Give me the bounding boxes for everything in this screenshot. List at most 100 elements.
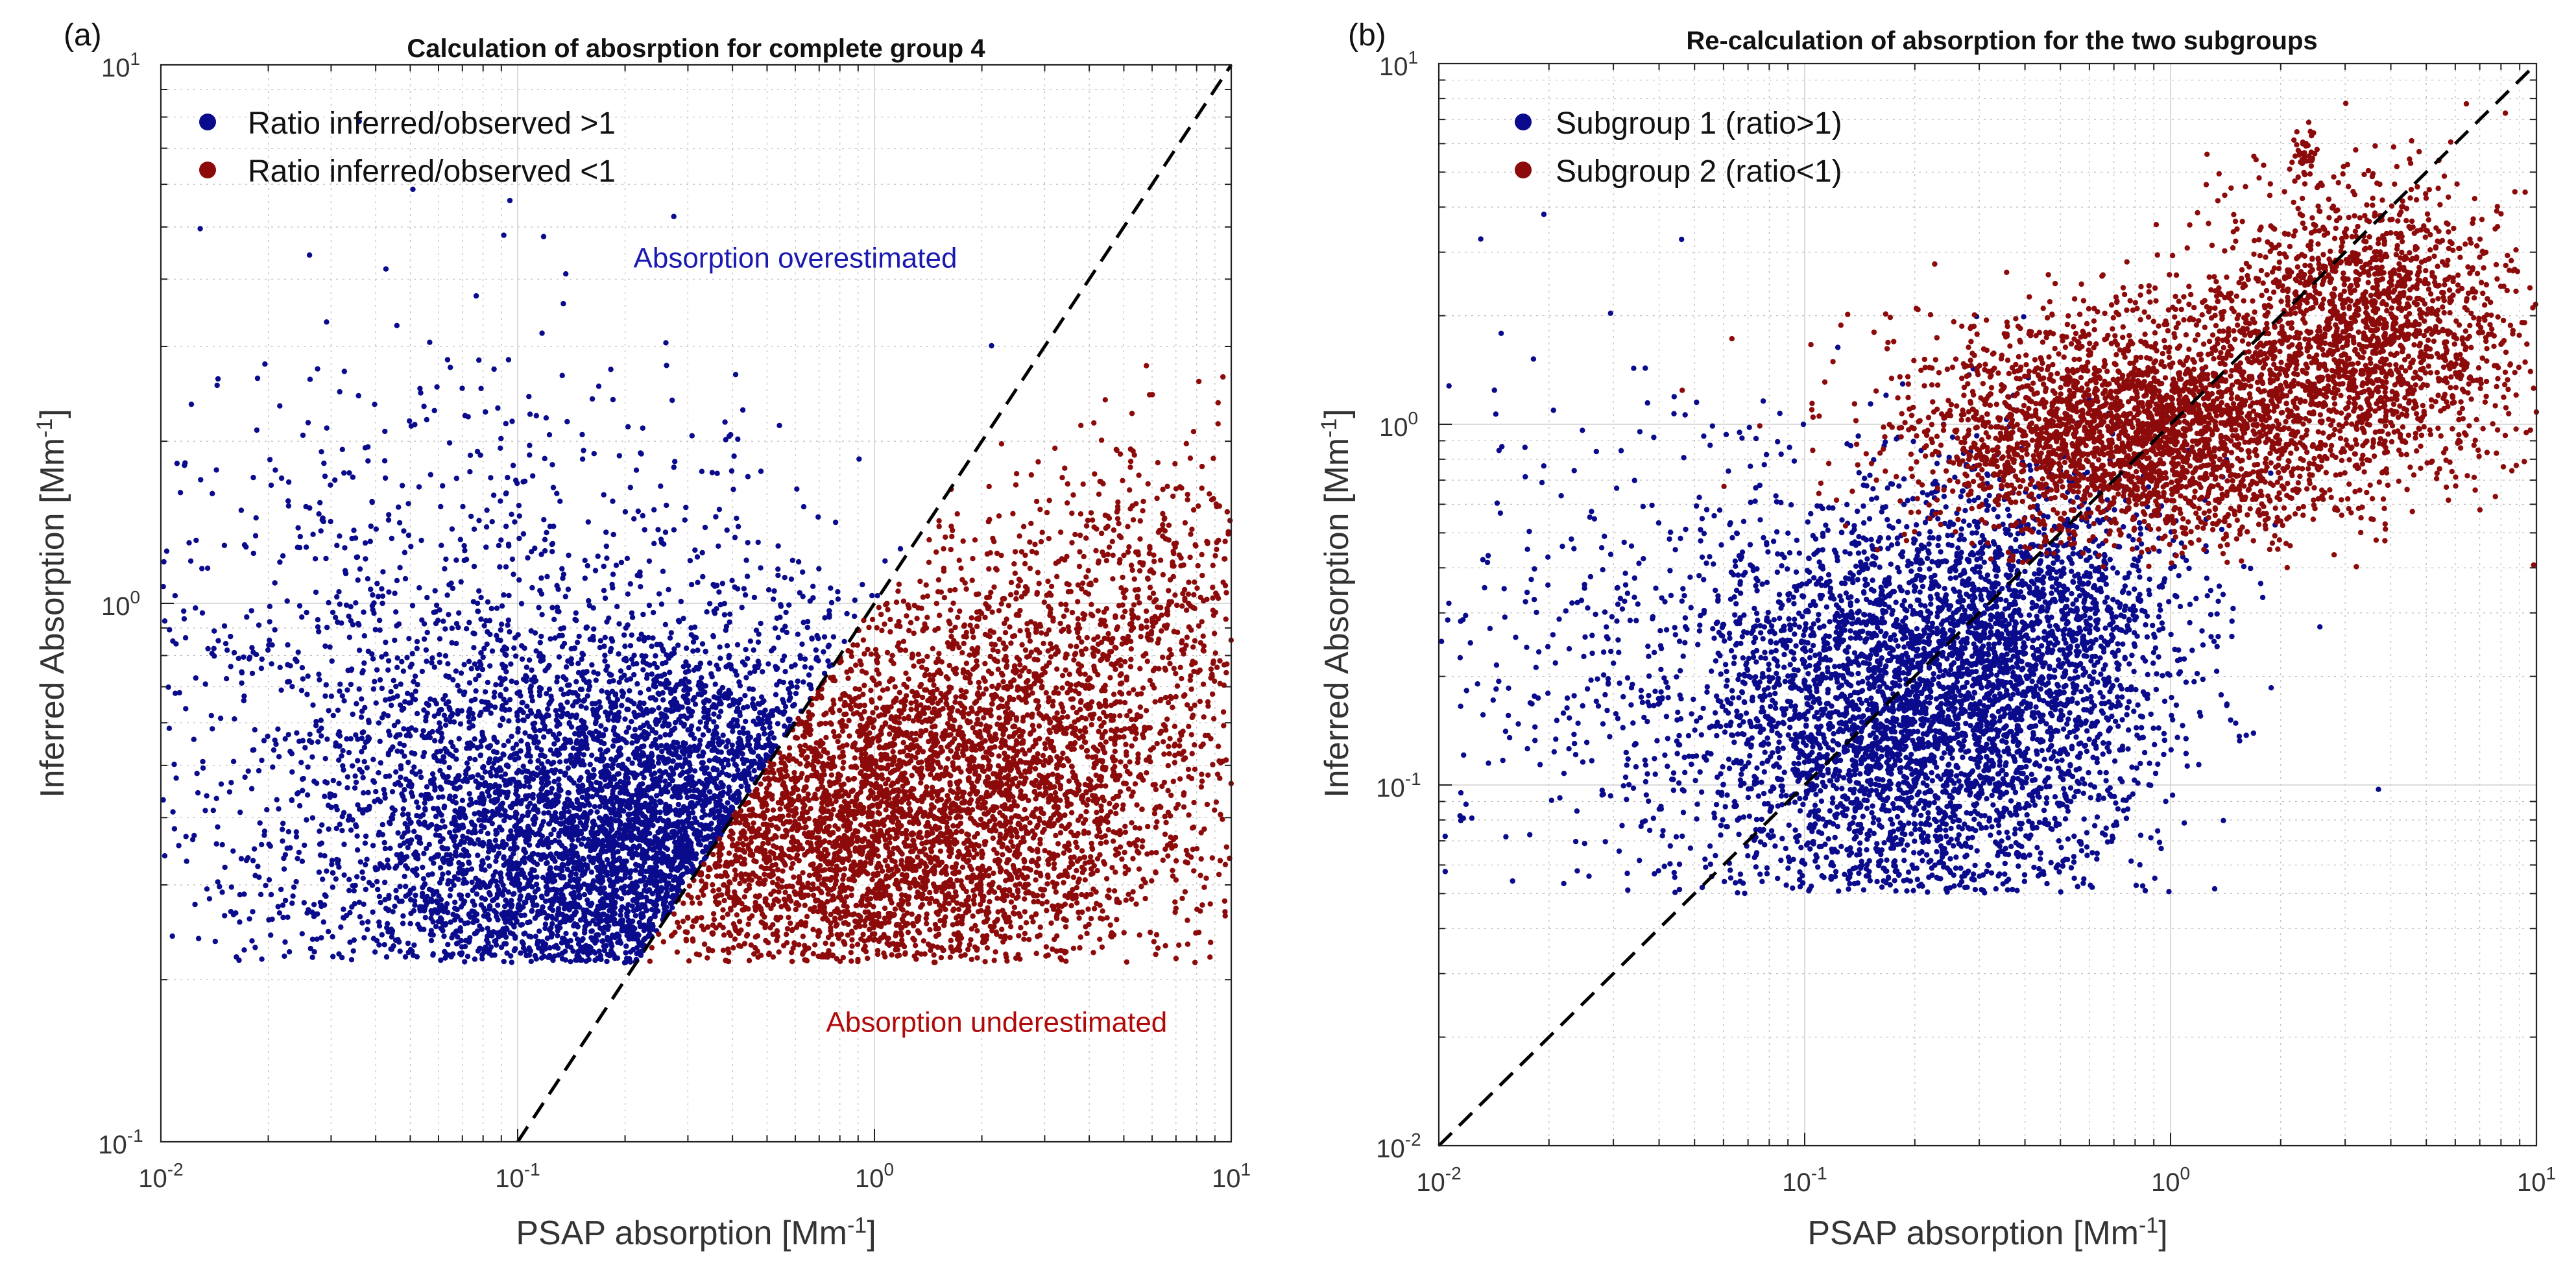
data-point bbox=[318, 718, 324, 723]
data-point bbox=[379, 586, 385, 592]
data-point bbox=[575, 880, 581, 886]
data-point bbox=[553, 943, 559, 948]
data-point bbox=[767, 724, 773, 730]
data-point bbox=[498, 445, 503, 451]
data-point bbox=[330, 934, 335, 940]
data-point bbox=[414, 710, 420, 717]
data-point bbox=[409, 769, 415, 775]
data-point bbox=[663, 784, 669, 790]
data-point bbox=[665, 759, 671, 765]
data-point bbox=[636, 830, 642, 836]
data-point bbox=[385, 752, 391, 758]
data-point bbox=[637, 782, 644, 788]
data-point bbox=[471, 526, 477, 532]
data-point bbox=[479, 699, 485, 705]
data-point bbox=[342, 545, 348, 551]
data-point bbox=[330, 954, 336, 959]
data-point bbox=[398, 763, 404, 769]
data-point bbox=[512, 915, 518, 921]
data-point bbox=[742, 693, 748, 699]
data-point bbox=[513, 874, 520, 880]
data-point bbox=[601, 947, 607, 954]
data-point bbox=[802, 656, 808, 662]
data-point bbox=[498, 692, 503, 698]
data-point bbox=[645, 933, 651, 939]
data-point bbox=[608, 756, 614, 762]
data-point bbox=[690, 639, 697, 645]
data-point bbox=[830, 634, 837, 640]
data-point bbox=[451, 874, 458, 880]
data-point bbox=[250, 909, 256, 915]
data-point bbox=[443, 701, 449, 707]
data-point bbox=[310, 531, 316, 537]
data-point bbox=[551, 770, 557, 776]
data-point bbox=[598, 723, 604, 729]
data-point bbox=[488, 842, 494, 849]
data-point bbox=[299, 665, 306, 671]
data-point bbox=[602, 764, 608, 769]
data-point bbox=[420, 876, 427, 882]
data-point bbox=[718, 749, 725, 755]
data-point bbox=[826, 612, 832, 618]
data-point bbox=[581, 891, 588, 898]
data-point bbox=[488, 944, 494, 950]
data-point bbox=[652, 834, 658, 840]
data-point bbox=[618, 918, 624, 924]
data-point bbox=[472, 830, 478, 836]
data-point bbox=[394, 655, 400, 661]
data-point bbox=[241, 891, 247, 897]
data-point bbox=[683, 646, 690, 651]
data-point bbox=[444, 592, 450, 598]
data-point bbox=[666, 721, 672, 728]
data-point bbox=[527, 708, 533, 714]
data-point bbox=[453, 941, 460, 947]
data-point bbox=[475, 772, 481, 778]
data-point bbox=[525, 713, 531, 719]
data-point bbox=[740, 745, 746, 751]
data-point bbox=[726, 655, 732, 660]
data-point bbox=[647, 865, 653, 871]
data-point bbox=[372, 679, 378, 684]
data-point bbox=[627, 676, 634, 682]
data-point bbox=[487, 743, 494, 749]
data-point bbox=[559, 566, 565, 572]
data-point bbox=[373, 789, 379, 795]
data-point bbox=[449, 780, 455, 786]
data-point bbox=[677, 836, 682, 841]
data-point bbox=[589, 701, 596, 706]
data-point bbox=[629, 657, 635, 662]
data-point bbox=[603, 727, 608, 732]
data-point bbox=[699, 549, 705, 556]
data-point bbox=[396, 504, 402, 510]
data-point bbox=[552, 814, 559, 820]
data-point bbox=[750, 686, 756, 692]
data-point bbox=[541, 852, 547, 858]
data-point bbox=[594, 886, 601, 893]
data-point bbox=[378, 900, 383, 906]
data-point bbox=[428, 856, 434, 862]
data-point bbox=[592, 720, 599, 727]
data-point bbox=[457, 812, 463, 818]
data-point bbox=[618, 912, 623, 918]
data-point bbox=[305, 673, 311, 679]
data-point bbox=[677, 772, 683, 778]
data-point bbox=[299, 931, 305, 937]
data-point bbox=[627, 581, 633, 587]
data-point bbox=[474, 918, 480, 924]
data-point bbox=[213, 841, 219, 847]
data-point bbox=[575, 725, 581, 732]
data-point bbox=[474, 600, 481, 607]
data-point bbox=[221, 623, 228, 629]
data-point bbox=[293, 829, 299, 835]
data-point bbox=[512, 653, 519, 659]
data-point bbox=[606, 615, 612, 621]
data-point bbox=[702, 524, 708, 531]
data-point bbox=[337, 533, 343, 539]
data-point bbox=[452, 808, 458, 814]
data-point bbox=[267, 603, 273, 609]
data-point bbox=[463, 771, 469, 777]
data-point bbox=[773, 692, 779, 698]
data-point bbox=[540, 841, 546, 848]
data-point bbox=[356, 647, 363, 653]
data-point bbox=[567, 658, 573, 664]
